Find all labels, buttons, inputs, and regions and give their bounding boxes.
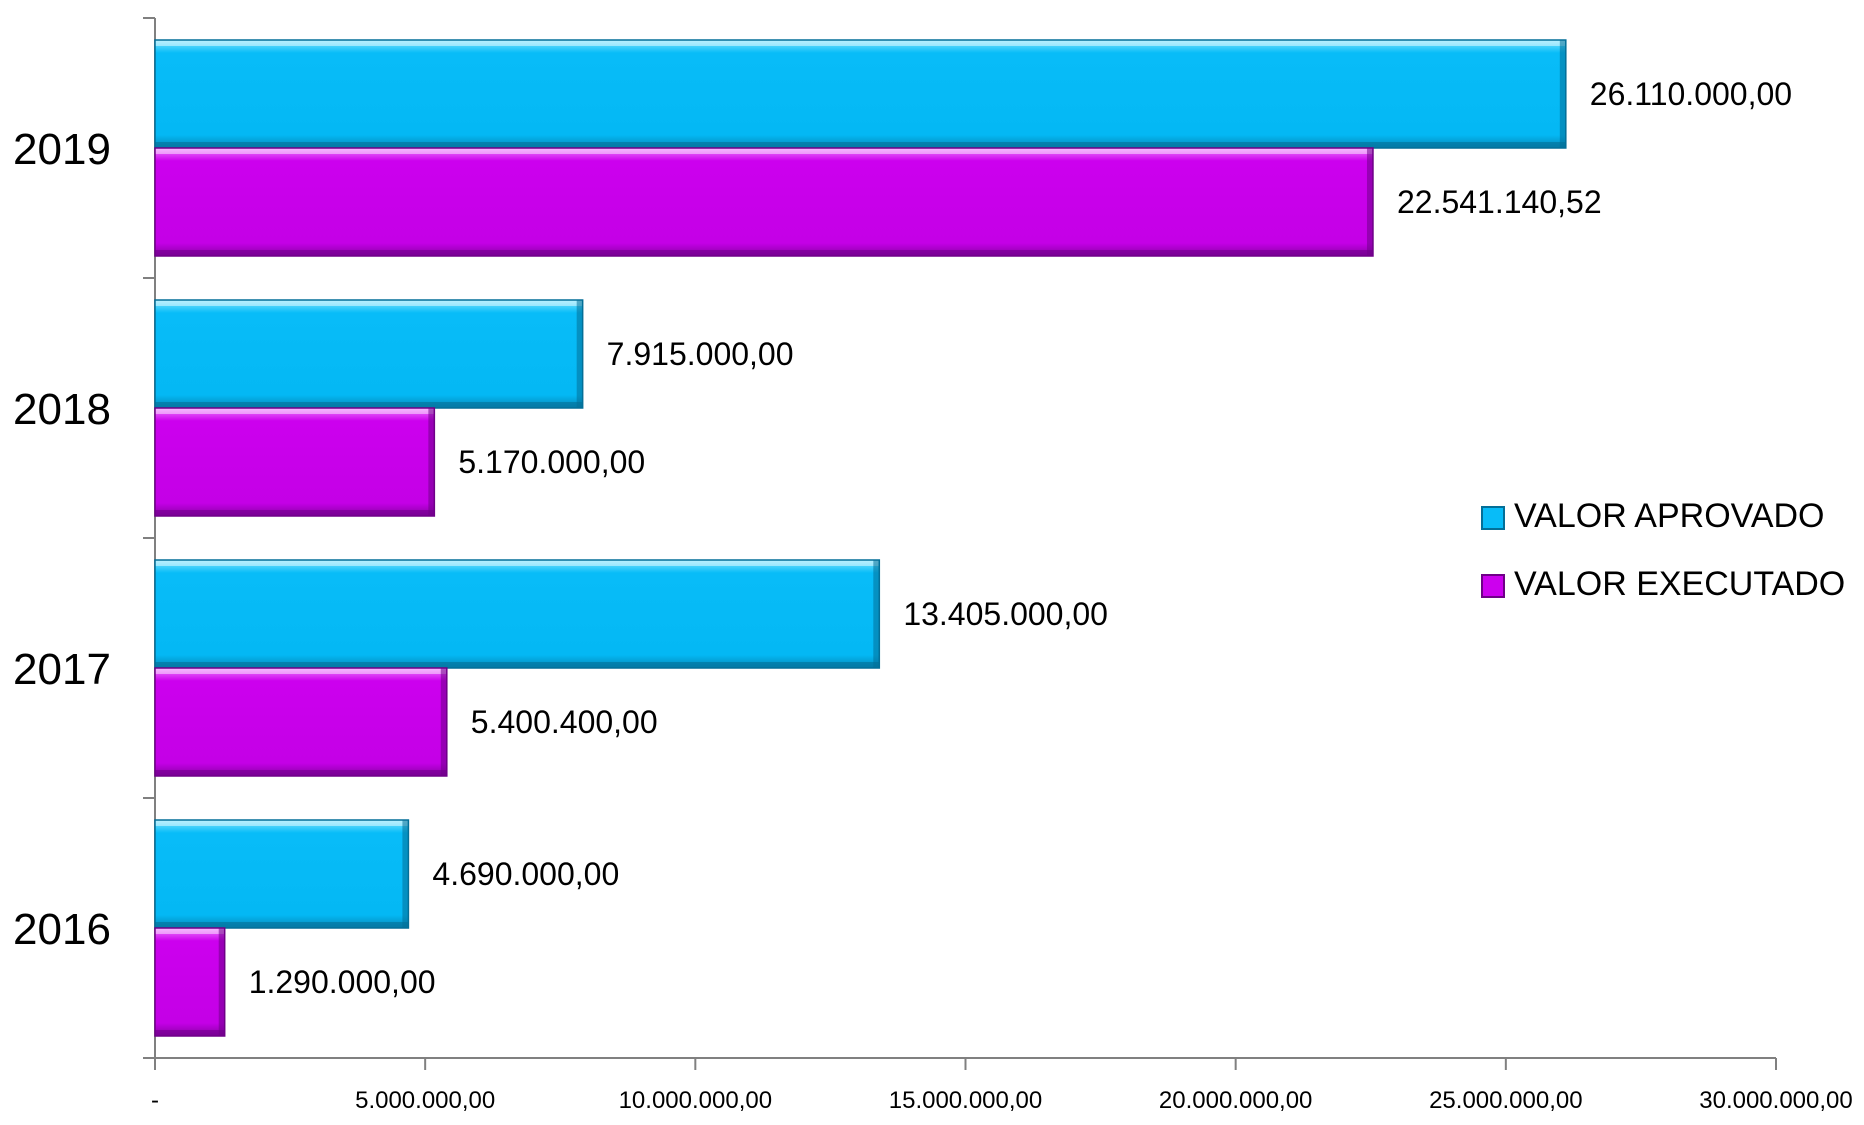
category-label: 2019: [13, 125, 111, 174]
legend: VALOR APROVADO VALOR EXECUTADO: [1481, 497, 1845, 603]
bar-end-bevel: [428, 408, 435, 516]
bar-end-bevel: [1366, 148, 1373, 256]
bar-rect: [155, 148, 1373, 256]
axes: - 5.000.000,00 10.000.000,00 15.000.000,00 2…: [13, 17, 1853, 1114]
bar-top-bevel: [155, 560, 880, 566]
bar-top-bevel: [155, 928, 225, 934]
bar-end-bevel: [402, 820, 409, 928]
category-label: 2017: [13, 645, 111, 694]
bar-rect: [155, 560, 880, 668]
bar-outline: [154, 667, 448, 777]
x-tick-label: 20.000.000,00: [1159, 1087, 1312, 1114]
bar-aprovado-2017: [154, 559, 881, 669]
bar-aprovado-2016: [154, 819, 410, 929]
legend-swatch: [1481, 574, 1505, 598]
bar-outline: [154, 407, 436, 517]
bar-executado-2019: [154, 147, 1374, 257]
bar-outline: [154, 559, 881, 669]
bar-executado-2017: [154, 667, 448, 777]
bar-top-bevel: [155, 40, 1566, 46]
legend-swatch: [1481, 506, 1505, 530]
bar-end-bevel: [218, 928, 225, 1036]
data-label: 7.915.000,00: [607, 336, 794, 372]
legend-label: VALOR EXECUTADO: [1514, 565, 1845, 603]
bar-rect: [155, 668, 447, 776]
category-label: 2016: [13, 905, 111, 954]
category-label: 2018: [13, 385, 111, 434]
bar-bottom-bevel: [155, 402, 583, 408]
data-label: 4.690.000,00: [432, 856, 619, 892]
bar-aprovado-2019: [154, 39, 1567, 149]
bar-outline: [154, 927, 226, 1037]
bar-outline: [154, 147, 1374, 257]
data-label: 5.400.400,00: [471, 704, 658, 740]
bar-executado-2018: [154, 407, 436, 517]
bar-bottom-bevel: [155, 1030, 225, 1036]
data-label: 13.405.000,00: [903, 596, 1108, 632]
bar-bottom-bevel: [155, 250, 1373, 256]
bar-rect: [155, 820, 409, 928]
bar-end-bevel: [440, 668, 447, 776]
bar-end-bevel: [576, 300, 583, 408]
legend-label: VALOR APROVADO: [1514, 497, 1825, 535]
bar-top-bevel: [155, 668, 447, 674]
bar-aprovado-2018: [154, 299, 584, 409]
bar-top-bevel: [155, 408, 435, 414]
x-tick-label: -: [151, 1087, 159, 1114]
legend-item-aprovado: VALOR APROVADO: [1481, 497, 1825, 535]
legend-item-executado: VALOR EXECUTADO: [1481, 565, 1845, 603]
bar-bottom-bevel: [155, 770, 447, 776]
bar-end-bevel: [1559, 40, 1566, 148]
data-label: 26.110.000,00: [1590, 76, 1792, 112]
bar-top-bevel: [155, 300, 583, 306]
bar-bottom-bevel: [155, 510, 435, 516]
data-label: 5.170.000,00: [458, 444, 645, 480]
bars: [154, 39, 1567, 1037]
x-tick-label: 5.000.000,00: [355, 1087, 495, 1114]
x-tick-label: 10.000.000,00: [619, 1087, 772, 1114]
bar-end-bevel: [873, 560, 880, 668]
data-label: 22.541.140,52: [1397, 184, 1602, 220]
bar-rect: [155, 40, 1566, 148]
bar-rect: [155, 408, 435, 516]
labels: 4.690.000,00 1.290.000,00 13.405.000,00 5.4…: [249, 76, 1792, 1000]
bar-bottom-bevel: [155, 142, 1566, 148]
bar-top-bevel: [155, 148, 1373, 154]
bar-rect: [155, 300, 583, 408]
x-tick-label: 25.000.000,00: [1429, 1087, 1582, 1114]
bar-top-bevel: [155, 820, 409, 826]
x-tick-label: 30.000.000,00: [1699, 1087, 1852, 1114]
bar-outline: [154, 819, 410, 929]
bar-bottom-bevel: [155, 662, 880, 668]
x-tick-label: 15.000.000,00: [889, 1087, 1042, 1114]
bar-bottom-bevel: [155, 922, 409, 928]
data-label: 1.290.000,00: [249, 964, 436, 1000]
bar-executado-2016: [154, 927, 226, 1037]
bar-rect: [155, 928, 225, 1036]
